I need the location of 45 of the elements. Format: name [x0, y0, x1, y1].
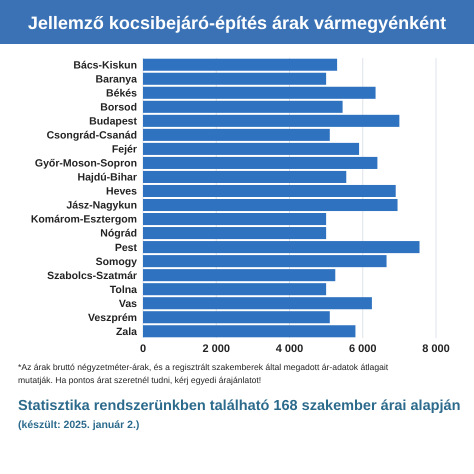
y-tick-label: Csongrád-Csanád — [46, 130, 137, 142]
y-tick-label: Hajdú-Bihar — [77, 172, 137, 184]
y-tick-label: Veszprém — [88, 312, 137, 324]
chart-title: Jellemző kocsibejáró-építés árak vármegyénként — [28, 13, 446, 33]
y-tick-label: Szabolcs-Szatmár — [47, 270, 137, 282]
bar — [143, 283, 326, 296]
bar — [143, 269, 336, 282]
x-tick-label: 6 000 — [348, 343, 377, 355]
y-tick-label: Somogy — [96, 256, 138, 268]
y-tick-label: Baranya — [96, 73, 138, 86]
bar — [143, 114, 400, 127]
y-tick-label: Komárom-Esztergom — [30, 214, 137, 226]
y-tick-label: Pest — [114, 242, 138, 254]
y-tick-label: Jász-Nagykun — [66, 200, 137, 212]
x-tick-label: 8 000 — [422, 343, 450, 355]
bar — [143, 241, 420, 254]
bar — [143, 255, 387, 268]
bar — [143, 170, 346, 183]
bar — [143, 297, 372, 310]
y-tick-label: Borsod — [100, 101, 137, 114]
y-tick-label: Békés — [106, 87, 138, 100]
y-tick-label: Győr-Moson-Sopron — [34, 158, 137, 170]
y-tick-label: Fejér — [112, 144, 137, 156]
text: Statisztika rendszerünkben található 168 szakember árai alapján — [18, 398, 460, 414]
y-tick-label: Zala — [116, 326, 138, 338]
y-tick-label: Tolna — [110, 284, 138, 296]
bar — [143, 100, 343, 113]
y-tick-label: Nógrád — [100, 228, 137, 240]
text: *Az árak bruttó négyzetméter-árak, és a regisztrált szakemberek által megadott ár-adatok átlagait mutatják. Ha pontos árat szeretnél tudni, kérj egyedi árajánlatot! — [18, 362, 389, 385]
y-tick-label: Budapest — [89, 116, 138, 128]
bar — [143, 86, 376, 99]
x-tick-label: 0 — [140, 343, 146, 355]
bar — [143, 142, 360, 155]
bar — [143, 213, 326, 226]
bar — [143, 198, 398, 212]
bar — [143, 128, 330, 141]
x-tick-label: 2 000 — [202, 343, 230, 355]
y-tick-label: Bács-Kiskun — [73, 59, 137, 72]
bar — [143, 184, 396, 198]
text: (készült: 2025. január 2.) — [18, 419, 140, 431]
bar — [143, 156, 378, 169]
y-tick-label: Heves — [106, 186, 138, 198]
y-tick-label: Vas — [118, 298, 138, 310]
x-tick-label: 4 000 — [276, 343, 304, 355]
bar — [143, 227, 326, 240]
